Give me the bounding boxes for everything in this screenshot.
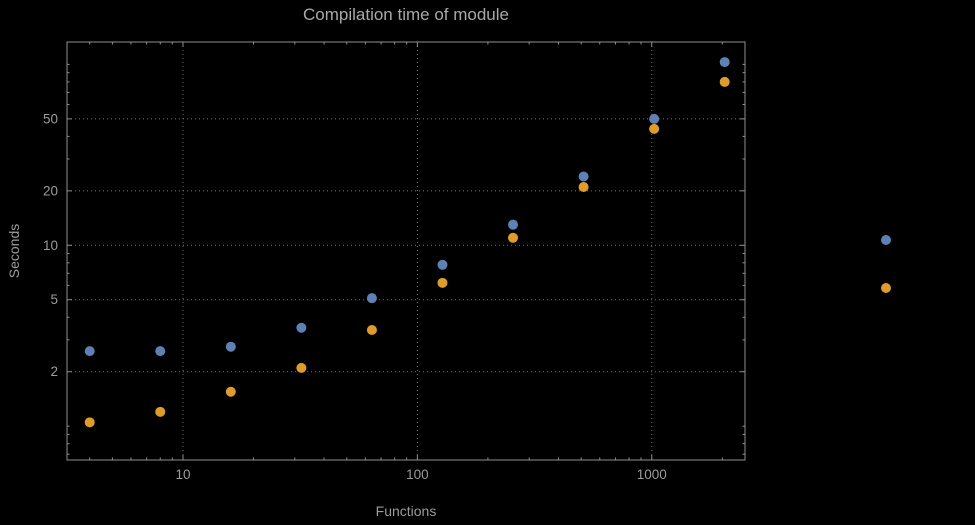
data-point-series-1 — [225, 341, 236, 352]
x-tick-label: 1000 — [637, 467, 667, 482]
data-point-series-1 — [437, 259, 448, 270]
data-point-series-2 — [366, 325, 377, 336]
data-point-series-2 — [84, 417, 95, 428]
data-point-series-1 — [719, 57, 730, 68]
legend-marker-series-1 — [881, 235, 891, 245]
data-point-series-2 — [155, 406, 166, 417]
data-point-series-2 — [225, 386, 236, 397]
data-point-series-2 — [296, 362, 307, 373]
x-tick-label: 100 — [406, 467, 429, 482]
data-point-series-1 — [296, 322, 307, 333]
chart-title: Compilation time of module — [303, 5, 509, 24]
data-point-series-2 — [508, 232, 519, 243]
data-point-series-1 — [366, 293, 377, 304]
data-point-series-2 — [578, 181, 589, 192]
legend-marker-series-2 — [881, 283, 891, 293]
data-point-series-1 — [508, 219, 519, 230]
plot-frame — [66, 41, 746, 461]
y-tick-label: 5 — [50, 292, 58, 307]
y-tick-label: 50 — [43, 111, 58, 126]
data-point-series-1 — [155, 346, 166, 357]
data-point-series-1 — [84, 346, 95, 357]
data-point-series-2 — [437, 277, 448, 288]
y-tick-label: 10 — [43, 238, 58, 253]
x-tick-label: 10 — [175, 467, 190, 482]
y-axis-label: Seconds — [6, 223, 22, 279]
x-axis-label: Functions — [375, 503, 437, 519]
data-point-series-2 — [649, 123, 660, 134]
data-point-series-1 — [578, 171, 589, 182]
y-tick-label: 2 — [50, 364, 58, 379]
data-point-series-2 — [719, 76, 730, 87]
data-point-series-1 — [649, 113, 660, 124]
y-tick-label: 20 — [43, 183, 58, 198]
